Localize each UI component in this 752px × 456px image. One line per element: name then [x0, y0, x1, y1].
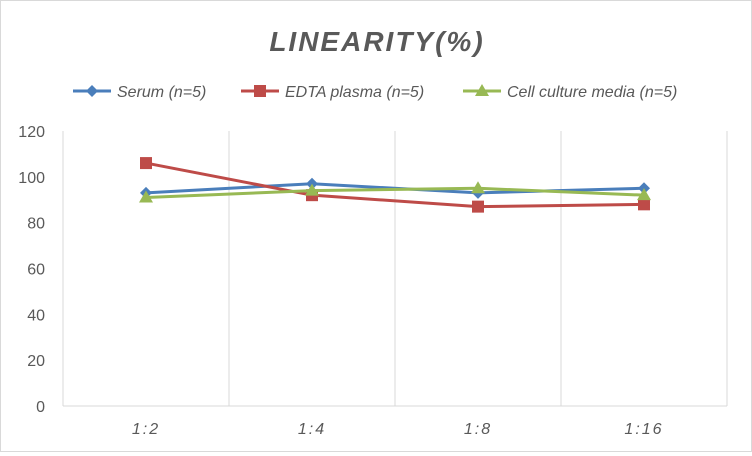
square-marker: [140, 157, 152, 170]
square-marker: [638, 198, 650, 211]
triangle-marker: [475, 84, 489, 96]
x-tick-label: 1:16: [624, 421, 663, 438]
triangle-marker: [305, 183, 319, 196]
chart-title: LINEARITY(%): [269, 26, 484, 57]
legend-entry: EDTA plasma (n=5): [241, 84, 424, 101]
y-axis: 0 20 40 60 80 100 120: [18, 124, 64, 416]
legend-entry: Serum (n=5): [73, 84, 206, 101]
y-tick-label: 120: [18, 124, 45, 141]
diamond-marker: [86, 85, 98, 97]
legend: Serum (n=5) EDTA plasma (n=5) Cell culture…: [73, 84, 677, 101]
x-tick-label: 1:4: [298, 421, 326, 438]
triangle-marker: [637, 188, 651, 201]
legend-label: Serum (n=5): [117, 84, 206, 101]
x-tick-label: 1:8: [464, 421, 492, 438]
series-line: [145, 186, 645, 199]
triangle-marker: [139, 190, 153, 203]
series-edta: [140, 157, 650, 213]
y-tick-label: 20: [27, 353, 45, 370]
legend-label: Cell culture media (n=5): [507, 84, 677, 101]
square-marker: [472, 200, 484, 213]
y-tick-label: 100: [18, 170, 45, 187]
x-axis: 1:2 1:4 1:8 1:16: [63, 405, 727, 438]
series-line: [145, 161, 645, 209]
series-group: [139, 157, 651, 213]
gridlines: [228, 131, 728, 406]
legend-label: EDTA plasma (n=5): [285, 84, 424, 101]
triangle-marker: [471, 181, 485, 194]
series-cell: [139, 181, 651, 203]
x-tick-label: 1:2: [132, 421, 160, 438]
y-tick-label: 60: [27, 262, 45, 279]
y-tick-label: 80: [27, 216, 45, 233]
square-marker: [254, 85, 266, 97]
legend-entry: Cell culture media (n=5): [463, 84, 677, 101]
y-tick-label: 40: [27, 307, 45, 324]
y-tick-label: 0: [36, 399, 45, 416]
